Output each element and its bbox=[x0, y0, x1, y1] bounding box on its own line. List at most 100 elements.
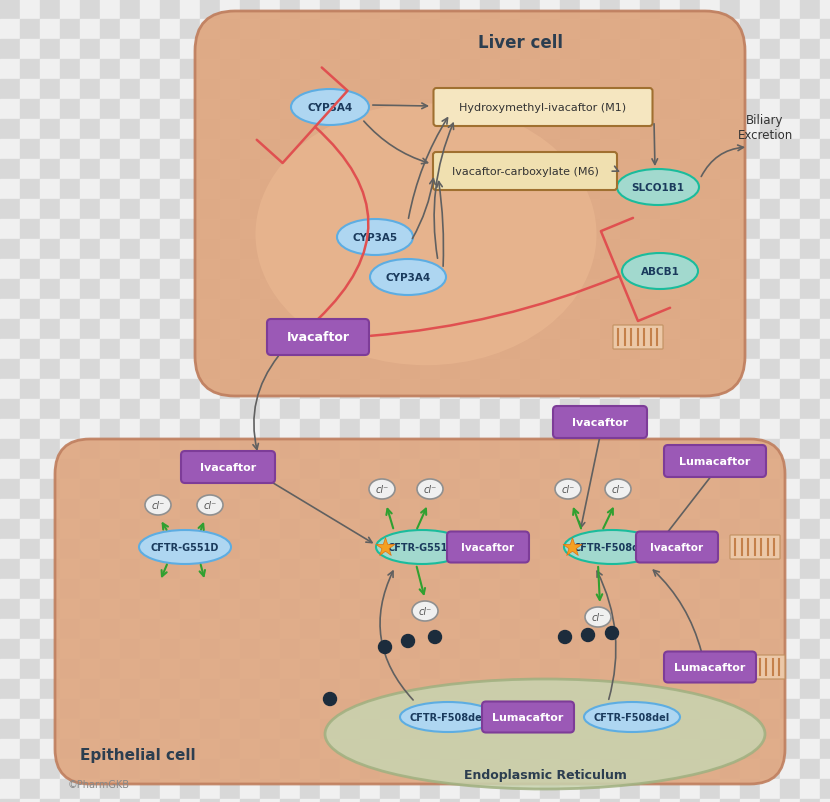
Bar bbox=[820, 539, 830, 559]
Bar bbox=[200, 599, 220, 619]
Bar bbox=[240, 399, 260, 419]
Bar bbox=[320, 639, 340, 659]
Bar bbox=[720, 280, 740, 300]
Bar bbox=[660, 20, 680, 40]
Bar bbox=[500, 799, 520, 802]
Bar bbox=[780, 280, 800, 300]
Bar bbox=[820, 399, 830, 419]
Bar bbox=[680, 460, 700, 480]
Bar bbox=[620, 759, 640, 779]
Bar bbox=[400, 419, 420, 439]
Bar bbox=[520, 439, 540, 460]
Bar bbox=[520, 200, 540, 220]
Bar bbox=[340, 359, 360, 379]
Bar bbox=[540, 180, 560, 200]
Bar bbox=[140, 140, 160, 160]
Bar bbox=[700, 200, 720, 220]
Bar bbox=[240, 719, 260, 739]
Bar bbox=[360, 619, 380, 639]
Bar bbox=[760, 100, 780, 119]
Bar bbox=[620, 739, 640, 759]
Bar bbox=[780, 140, 800, 160]
Bar bbox=[240, 180, 260, 200]
Bar bbox=[340, 220, 360, 240]
Text: CFTR-G551D: CFTR-G551D bbox=[388, 542, 456, 553]
Bar bbox=[800, 320, 820, 339]
Bar bbox=[560, 0, 580, 20]
Bar bbox=[640, 0, 660, 20]
Bar bbox=[240, 679, 260, 699]
Bar bbox=[620, 619, 640, 639]
Bar bbox=[40, 40, 60, 60]
Bar bbox=[40, 339, 60, 359]
Bar bbox=[540, 399, 560, 419]
Bar bbox=[280, 119, 300, 140]
Bar bbox=[760, 119, 780, 140]
Bar bbox=[760, 500, 780, 520]
Bar bbox=[260, 579, 280, 599]
Bar bbox=[640, 100, 660, 119]
Bar bbox=[340, 100, 360, 119]
Bar bbox=[160, 759, 180, 779]
Bar bbox=[60, 100, 80, 119]
Bar bbox=[320, 759, 340, 779]
Bar bbox=[680, 399, 700, 419]
Bar bbox=[560, 180, 580, 200]
Bar bbox=[440, 719, 460, 739]
Bar bbox=[420, 260, 440, 280]
Bar bbox=[160, 260, 180, 280]
Bar bbox=[280, 779, 300, 799]
Bar bbox=[280, 359, 300, 379]
Bar bbox=[20, 399, 40, 419]
Bar bbox=[120, 60, 140, 80]
Bar bbox=[780, 779, 800, 799]
Bar bbox=[140, 220, 160, 240]
Bar bbox=[700, 759, 720, 779]
Bar bbox=[520, 100, 540, 119]
Bar bbox=[260, 160, 280, 180]
Bar bbox=[220, 719, 240, 739]
Bar bbox=[380, 419, 400, 439]
Bar bbox=[600, 799, 620, 802]
Bar bbox=[260, 119, 280, 140]
Bar bbox=[580, 40, 600, 60]
Bar bbox=[240, 320, 260, 339]
Bar bbox=[560, 339, 580, 359]
Bar bbox=[460, 119, 480, 140]
Circle shape bbox=[402, 634, 414, 648]
Bar bbox=[820, 659, 830, 679]
Bar bbox=[0, 419, 20, 439]
Bar bbox=[60, 260, 80, 280]
Bar bbox=[700, 0, 720, 20]
FancyBboxPatch shape bbox=[55, 439, 785, 784]
Bar bbox=[220, 260, 240, 280]
Bar bbox=[280, 140, 300, 160]
Bar bbox=[220, 100, 240, 119]
Bar bbox=[180, 579, 200, 599]
Bar bbox=[60, 500, 80, 520]
Bar bbox=[440, 539, 460, 559]
Bar bbox=[260, 439, 280, 460]
Bar bbox=[220, 200, 240, 220]
Bar bbox=[80, 399, 100, 419]
Text: ©PharmGKB: ©PharmGKB bbox=[68, 779, 130, 789]
Bar bbox=[700, 739, 720, 759]
Bar bbox=[20, 200, 40, 220]
Bar bbox=[320, 100, 340, 119]
Bar bbox=[120, 200, 140, 220]
Bar bbox=[560, 619, 580, 639]
Bar bbox=[20, 419, 40, 439]
Bar bbox=[720, 639, 740, 659]
Bar bbox=[240, 579, 260, 599]
Bar bbox=[720, 619, 740, 639]
Bar bbox=[600, 300, 620, 320]
Bar bbox=[780, 619, 800, 639]
Bar bbox=[280, 20, 300, 40]
Bar bbox=[660, 0, 680, 20]
Bar bbox=[200, 779, 220, 799]
Bar bbox=[80, 379, 100, 399]
Bar bbox=[460, 759, 480, 779]
Bar bbox=[820, 119, 830, 140]
Bar bbox=[60, 399, 80, 419]
Bar bbox=[40, 240, 60, 260]
